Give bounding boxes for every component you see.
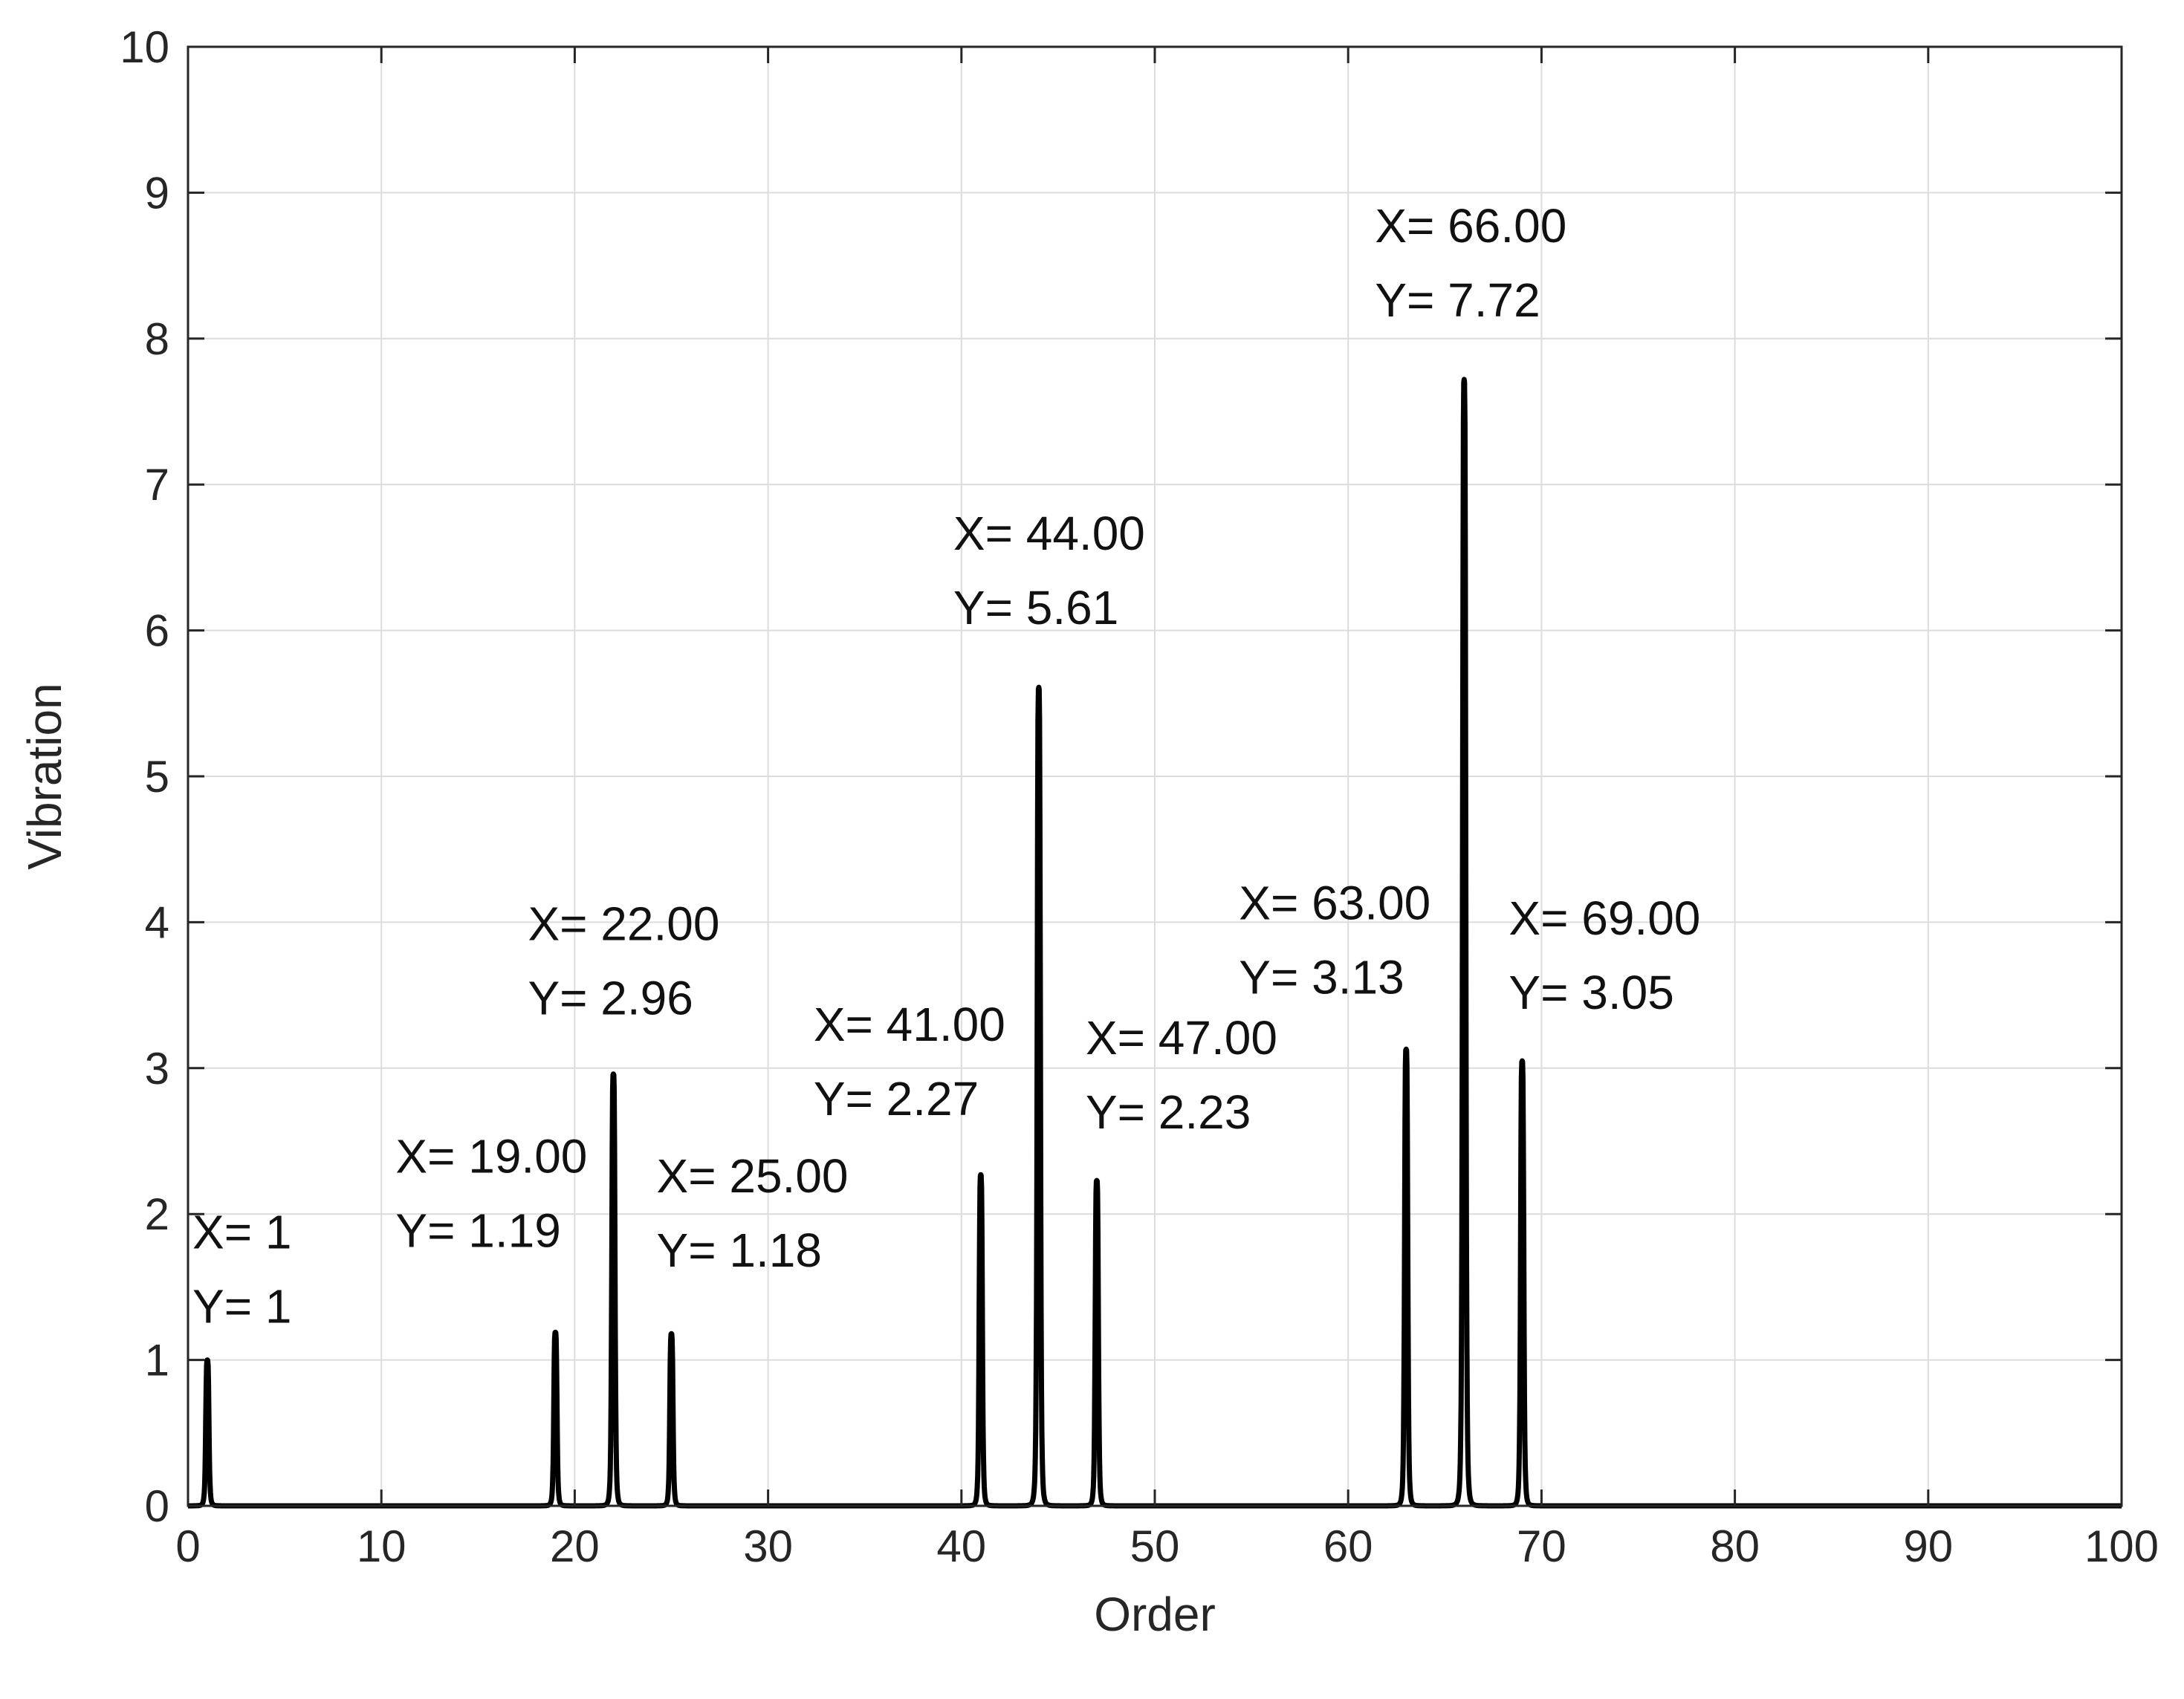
x-tick-label: 30 — [743, 1521, 793, 1571]
y-tick-label: 1 — [145, 1336, 169, 1385]
x-tick-label: 20 — [550, 1521, 600, 1571]
peak-annotation: X= 19.00 Y= 1.19 — [395, 1129, 587, 1257]
peak-annotation: X= 63.00 Y= 3.13 — [1239, 876, 1430, 1004]
y-tick-label: 6 — [145, 606, 169, 656]
peak-annotation: X= 66.00 Y= 7.72 — [1375, 199, 1566, 327]
x-tick-label: 40 — [936, 1521, 986, 1571]
x-tick-label: 70 — [1517, 1521, 1566, 1571]
y-tick-label: 7 — [145, 460, 169, 510]
peak-annotation-y: Y= 1.19 — [395, 1203, 560, 1257]
peak-annotation-x: X= 1 — [192, 1206, 291, 1259]
x-axis-label: Order — [1094, 1588, 1216, 1641]
peak-annotation-x: X= 69.00 — [1509, 891, 1700, 945]
x-tick-label: 0 — [175, 1521, 200, 1571]
peak-annotation-x: X= 25.00 — [657, 1149, 849, 1203]
y-tick-label: 4 — [145, 897, 169, 947]
peak-annotation: X= 22.00 Y= 2.96 — [528, 897, 719, 1025]
y-tick-label: 9 — [145, 168, 169, 218]
x-tick-label: 100 — [2084, 1521, 2159, 1571]
peak-annotation-x: X= 41.00 — [814, 998, 1005, 1051]
peak-annotation-y: Y= 3.05 — [1509, 966, 1673, 1019]
y-tick-label: 5 — [145, 752, 169, 802]
x-tick-label: 10 — [357, 1521, 406, 1571]
x-tick-label: 90 — [1903, 1521, 1953, 1571]
peak-annotations: X= 1Y= 1X= 19.00Y= 1.19X= 22.00Y= 2.96X=… — [192, 199, 1700, 1333]
x-tick-label: 60 — [1323, 1521, 1373, 1571]
y-tick-label: 0 — [145, 1481, 169, 1531]
peak-annotation-y: Y= 2.23 — [1086, 1085, 1251, 1139]
peak-annotation: X= 25.00 Y= 1.18 — [657, 1149, 849, 1277]
peak-annotation: X= 1 Y= 1 — [192, 1206, 291, 1333]
peak-annotation: X= 69.00 Y= 3.05 — [1509, 891, 1700, 1019]
peak-annotation: X= 47.00 Y= 2.23 — [1086, 1011, 1277, 1139]
peak-annotation-y: Y= 5.61 — [953, 581, 1118, 634]
y-axis-label: Vibration — [18, 683, 71, 869]
y-tick-label: 2 — [145, 1189, 169, 1239]
peak-annotation-y: Y= 3.13 — [1239, 950, 1404, 1004]
peak-annotation-x: X= 47.00 — [1086, 1011, 1277, 1065]
peak-annotation-x: X= 19.00 — [395, 1129, 587, 1183]
peak-annotation-y: Y= 7.72 — [1375, 273, 1540, 327]
axis-ticks: 0 10 20 30 40 50 60 70 80 90 100 0 1 2 3 4 5 6 7 8 9 10 — [120, 22, 2159, 1571]
x-tick-label: 50 — [1130, 1521, 1180, 1571]
y-tick-label: 3 — [145, 1044, 169, 1094]
y-tick-label: 8 — [145, 314, 169, 364]
peak-annotation-x: X= 44.00 — [953, 507, 1145, 560]
peak-annotation: X= 41.00 Y= 2.27 — [814, 998, 1005, 1125]
x-tick-label: 80 — [1710, 1521, 1760, 1571]
peak-annotation-x: X= 22.00 — [528, 897, 719, 951]
peak-annotation-y: Y= 2.96 — [528, 972, 693, 1025]
peak-annotation-x: X= 63.00 — [1239, 876, 1430, 929]
peak-annotation-y: Y= 2.27 — [814, 1072, 979, 1125]
peak-annotation-x: X= 66.00 — [1375, 199, 1566, 253]
peak-annotation-y: Y= 1 — [192, 1280, 291, 1333]
peak-annotation-y: Y= 1.18 — [657, 1224, 822, 1277]
y-tick-label: 10 — [120, 22, 169, 72]
peak-annotation: X= 44.00 Y= 5.61 — [953, 507, 1145, 634]
